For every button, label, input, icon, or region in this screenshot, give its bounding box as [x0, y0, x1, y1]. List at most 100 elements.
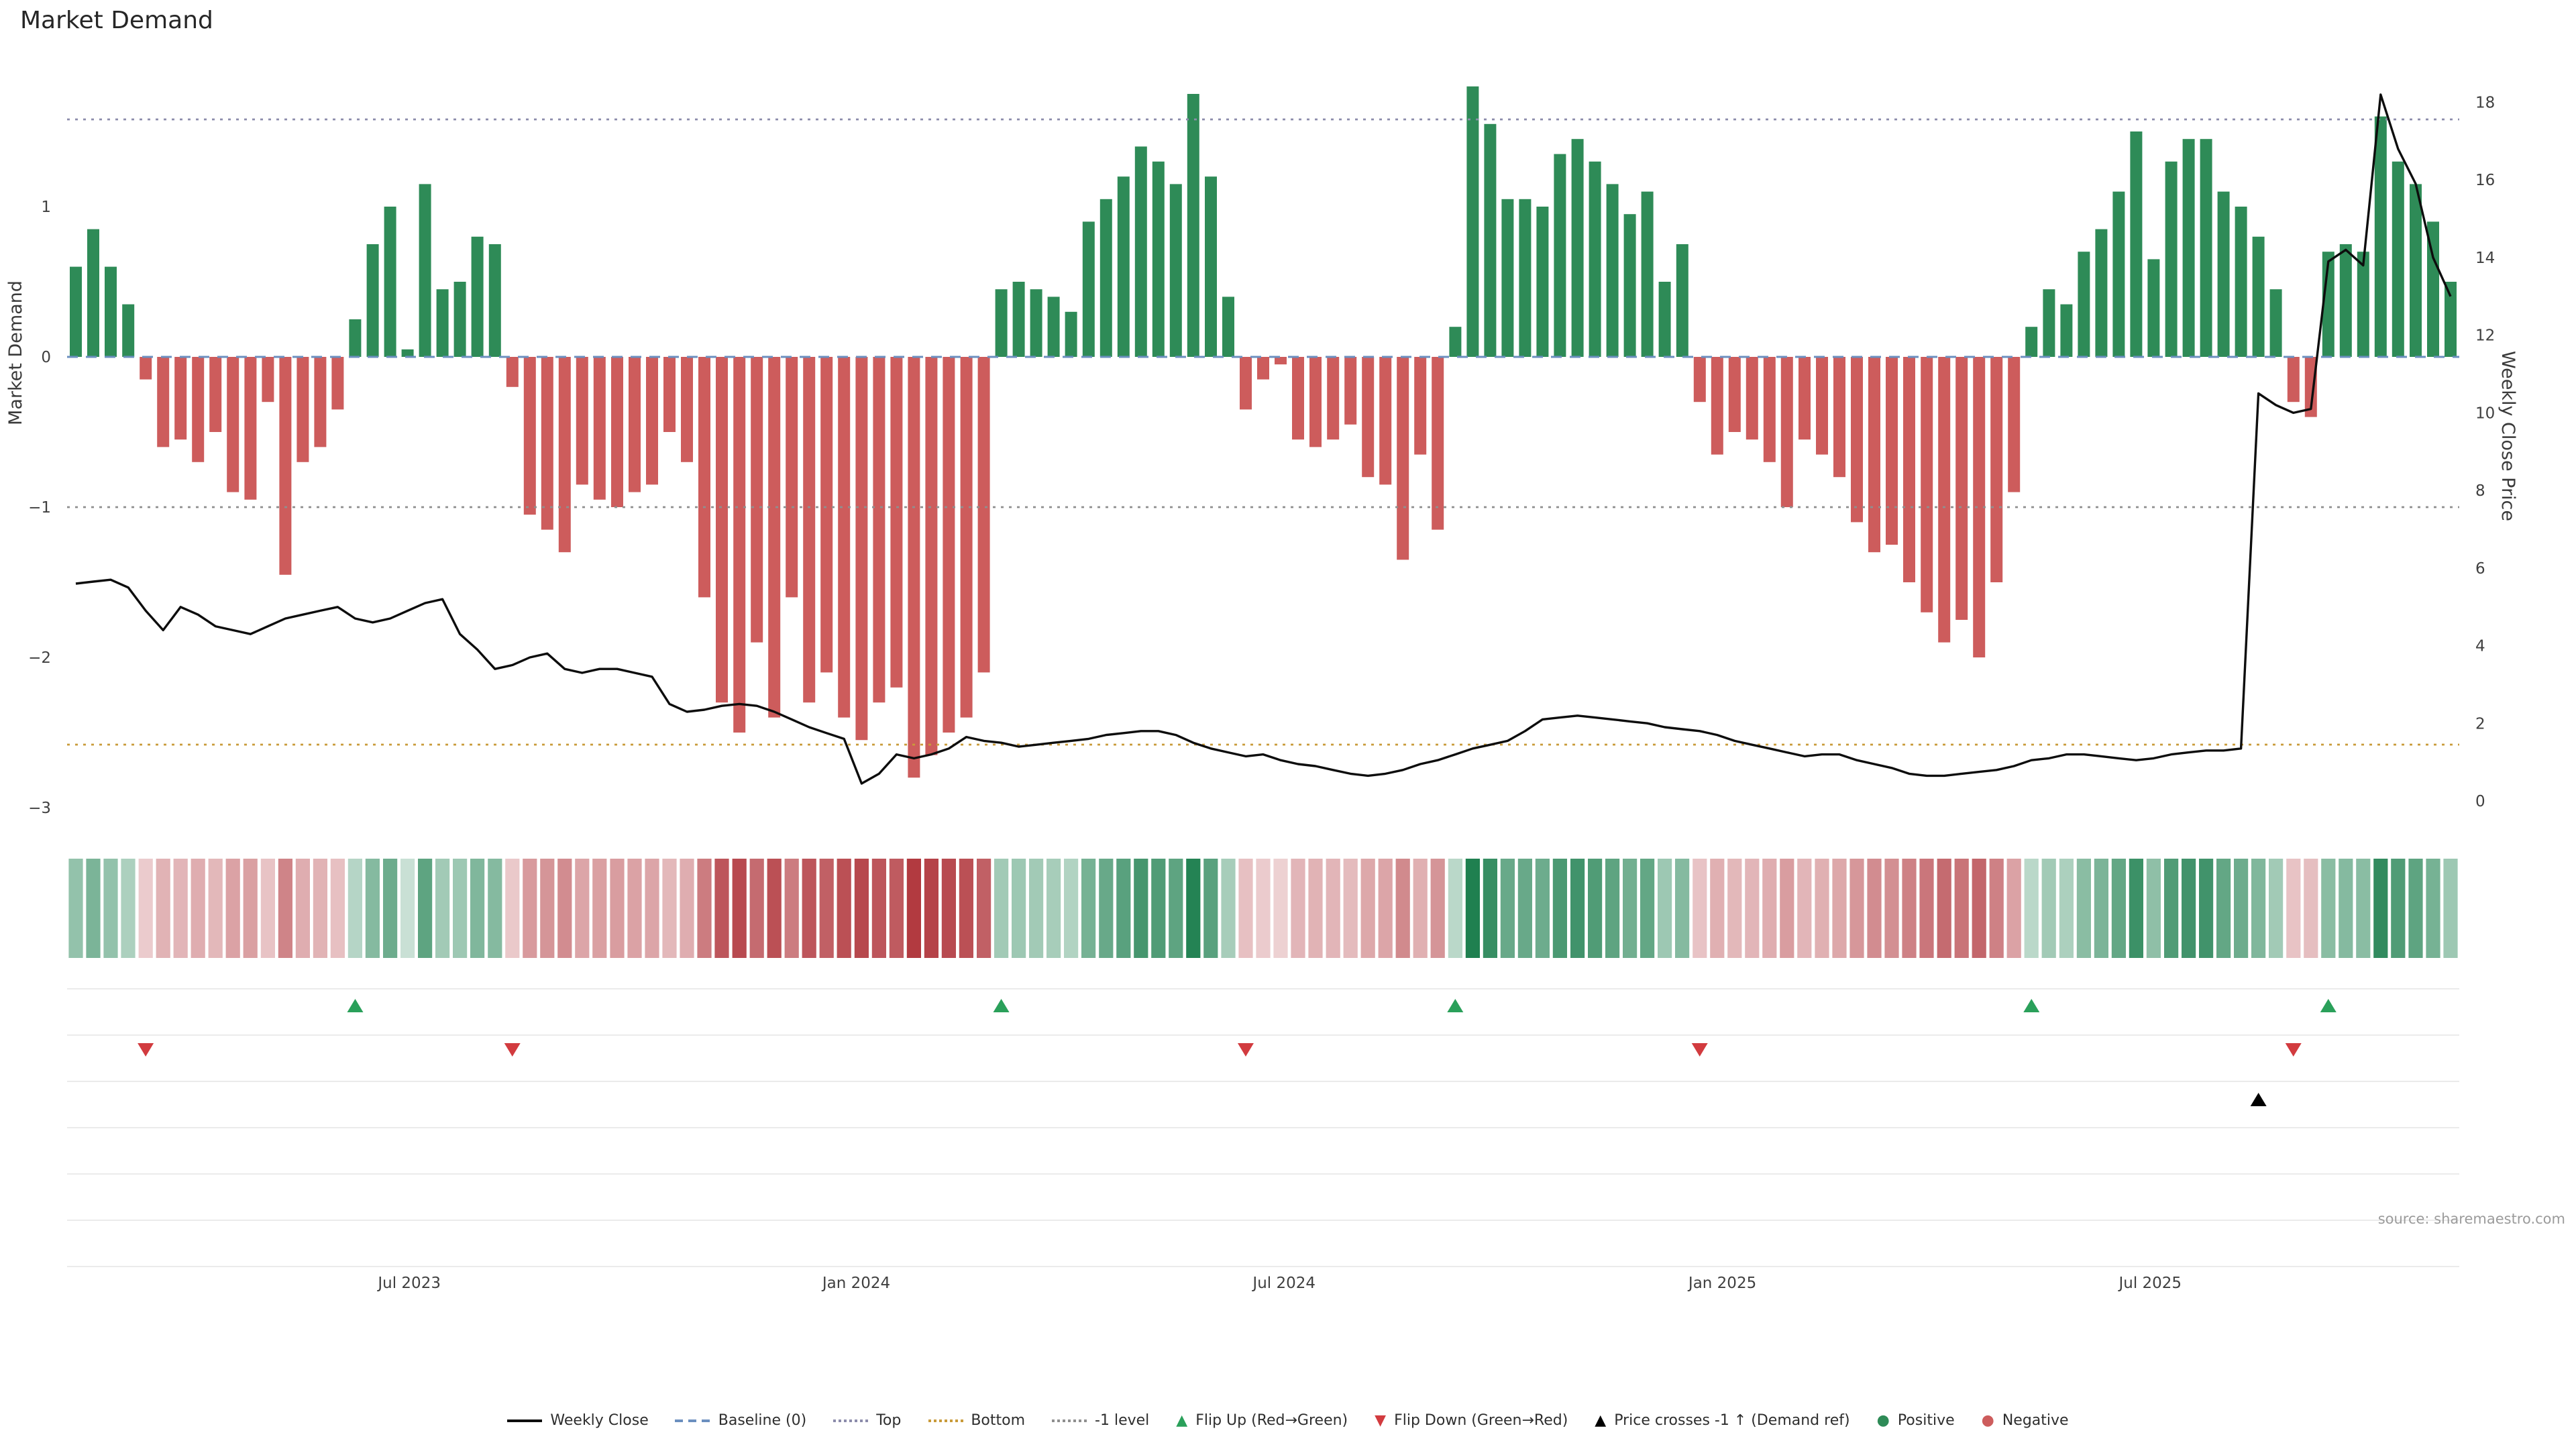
- demand-bar-negative: [1414, 357, 1427, 455]
- demand-bar-positive: [453, 282, 466, 357]
- demand-bar-negative: [698, 357, 710, 598]
- demand-bar-positive: [419, 184, 431, 357]
- demand-bar-negative: [523, 357, 536, 515]
- heatmap-cell: [1448, 859, 1462, 958]
- heatmap-cell: [2286, 859, 2301, 958]
- heatmap-cell: [1046, 859, 1061, 958]
- demand-bar-positive: [2374, 116, 2387, 357]
- right-axis-tick-label: 0: [2475, 793, 2485, 810]
- right-axis-tick-label: 14: [2475, 250, 2495, 267]
- demand-bar-negative: [1362, 357, 1375, 478]
- demand-bar-negative: [1816, 357, 1828, 455]
- demand-bar-negative: [960, 357, 973, 718]
- heatmap-cell: [1919, 859, 1934, 958]
- demand-bar-positive: [384, 207, 396, 357]
- source-attribution: source: sharemaestro.com: [2377, 1212, 2565, 1228]
- demand-bar-positive: [401, 349, 414, 357]
- x-axis-tick-label: Jan 2025: [1687, 1275, 1756, 1292]
- heatmap-cell: [1710, 859, 1725, 958]
- heatmap-cell: [854, 859, 869, 958]
- heatmap-cell: [453, 859, 468, 958]
- heatmap-cell: [2076, 859, 2091, 958]
- demand-bar-negative: [908, 357, 920, 778]
- legend-item-0: Weekly Close: [507, 1411, 649, 1429]
- flip-up-marker: [347, 999, 364, 1012]
- demand-bar-negative: [1309, 357, 1322, 447]
- demand-bar-negative: [646, 357, 658, 485]
- demand-bar-positive: [2269, 289, 2282, 357]
- heatmap-cell: [191, 859, 205, 958]
- minus1-dotted-line-icon: [1052, 1419, 1087, 1421]
- price-cross-triangle-icon: ▲: [1595, 1411, 1607, 1429]
- demand-bar-positive: [2095, 229, 2108, 357]
- legend-item-label: Flip Down (Green→Red): [1394, 1411, 1568, 1429]
- demand-bar-negative: [297, 357, 309, 462]
- legend-item-label: Bottom: [971, 1411, 1026, 1429]
- flip-down-marker: [2285, 1043, 2302, 1057]
- heatmap-cell: [1343, 859, 1358, 958]
- demand-bar-negative: [663, 357, 676, 432]
- heatmap-cell: [103, 859, 118, 958]
- heatmap-cell: [697, 859, 712, 958]
- demand-bar-positive: [1519, 199, 1532, 357]
- demand-bar-negative: [1799, 357, 1811, 440]
- heatmap-cell: [1465, 859, 1480, 958]
- heatmap-cell: [2041, 859, 2056, 958]
- left-axis-tick-label: −3: [28, 800, 51, 817]
- demand-bar-positive: [1466, 86, 1479, 358]
- heatmap-cell: [1291, 859, 1305, 958]
- heatmap-cell: [1483, 859, 1497, 958]
- heatmap-cell: [1815, 859, 1829, 958]
- demand-bar-positive: [2339, 244, 2352, 357]
- heatmap-cell: [2251, 859, 2266, 958]
- heatmap-cell: [2408, 859, 2423, 958]
- demand-bar-negative: [279, 357, 292, 575]
- heatmap-cell: [2164, 859, 2179, 958]
- demand-bar-positive: [87, 229, 99, 357]
- heatmap-cell: [313, 859, 327, 958]
- demand-bar-negative: [1763, 357, 1776, 462]
- right-axis-tick-label: 6: [2475, 560, 2485, 578]
- heatmap-cell: [610, 859, 625, 958]
- heatmap-cell: [1745, 859, 1760, 958]
- heatmap-cell: [2199, 859, 2214, 958]
- demand-bar-negative: [1868, 357, 1880, 553]
- demand-bar-negative: [1990, 357, 2003, 582]
- flip-up-triangle-icon: ▲: [1176, 1411, 1188, 1429]
- demand-bar-negative: [157, 357, 170, 447]
- demand-bar-negative: [262, 357, 274, 402]
- heatmap-cell: [1186, 859, 1201, 958]
- x-axis-tick-label: Jan 2024: [821, 1275, 890, 1292]
- legend-item-3: Bottom: [928, 1411, 1025, 1429]
- heatmap-cell: [819, 859, 834, 958]
- heatmap-cell: [714, 859, 729, 958]
- demand-bar-positive: [1606, 184, 1619, 357]
- demand-bar-positive: [2112, 191, 2125, 357]
- demand-bar-negative: [1746, 357, 1758, 440]
- flip-down-marker: [1237, 1043, 1254, 1057]
- demand-bar-negative: [1693, 357, 1706, 402]
- heatmap-cell: [1552, 859, 1567, 958]
- demand-bar-positive: [1571, 139, 1584, 357]
- legend: Weekly Close Baseline (0) Top Bottom -1 leve…: [0, 1411, 2576, 1429]
- heatmap-cell: [1954, 859, 1969, 958]
- heatmap-cell: [278, 859, 292, 958]
- x-axis-tick-label: Jul 2023: [376, 1275, 441, 1292]
- left-axis-tick-label: 1: [41, 199, 51, 216]
- top-dotted-line-icon: [833, 1419, 869, 1421]
- bottom-dotted-line-icon: [928, 1419, 963, 1421]
- heatmap-cell: [1099, 859, 1114, 958]
- demand-bar-positive: [2235, 207, 2247, 357]
- heatmap-cell: [680, 859, 694, 958]
- demand-bar-positive: [2427, 221, 2439, 357]
- right-axis-tick-label: 8: [2475, 482, 2485, 500]
- legend-item-8: ● Positive: [1877, 1411, 1955, 1429]
- heatmap-cell: [2321, 859, 2336, 958]
- heatmap-cell: [2391, 859, 2406, 958]
- demand-bar-negative: [2304, 357, 2317, 417]
- heatmap-cell: [400, 859, 415, 958]
- heatmap-cell: [2129, 859, 2143, 958]
- heatmap-cell: [2059, 859, 2074, 958]
- heatmap-cell: [260, 859, 275, 958]
- flip-up-marker: [1447, 999, 1464, 1012]
